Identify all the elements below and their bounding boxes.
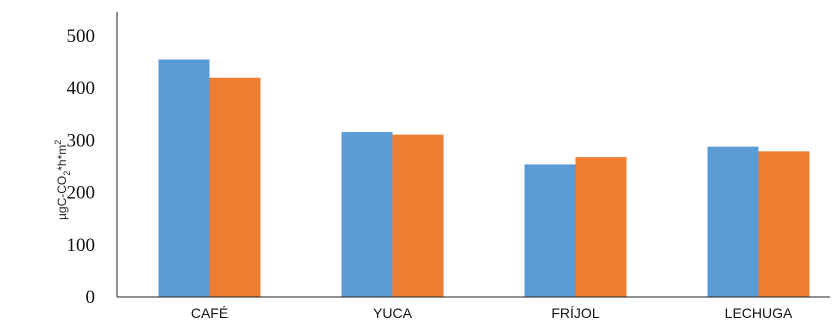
y-tick-label: 300 — [67, 130, 96, 151]
y-tick-label: 0 — [86, 287, 96, 308]
x-tick-label: CAFÉ — [191, 305, 228, 321]
y-tick-label: 100 — [67, 235, 96, 256]
y-axis-label-subscript: 2 — [62, 171, 72, 176]
y-tick-label: 400 — [67, 78, 96, 99]
bar-yuca-series-2 — [392, 134, 444, 297]
x-tick-label: FRÍJOL — [551, 305, 599, 321]
bar-lechuga-series-2 — [758, 151, 810, 297]
x-tick-label: LECHUGA — [725, 305, 793, 321]
y-axis-label-middle: *h*m — [55, 145, 69, 171]
bar-fríjol-series-2 — [575, 157, 627, 297]
y-axis-label-main: µgC-CO — [55, 176, 69, 220]
bars-layer — [158, 59, 810, 297]
y-tick-label: 200 — [67, 183, 96, 204]
bar-yuca-series-1 — [341, 132, 393, 297]
y-axis-label-superscript: 2 — [53, 140, 63, 145]
bar-fríjol-series-1 — [524, 164, 576, 297]
y-tick-label: 500 — [67, 26, 96, 47]
y-axis-label: µgC-CO2*h*m2 — [53, 140, 72, 220]
bar-café-series-1 — [158, 59, 210, 297]
bar-lechuga-series-1 — [707, 146, 759, 297]
bar-café-series-2 — [209, 77, 261, 297]
x-tick-labels: CAFÉ YUCA FRÍJOL LECHUGA — [191, 305, 793, 321]
y-tick-labels: 0 100 200 300 400 500 — [67, 26, 96, 308]
x-tick-label: YUCA — [373, 305, 413, 321]
